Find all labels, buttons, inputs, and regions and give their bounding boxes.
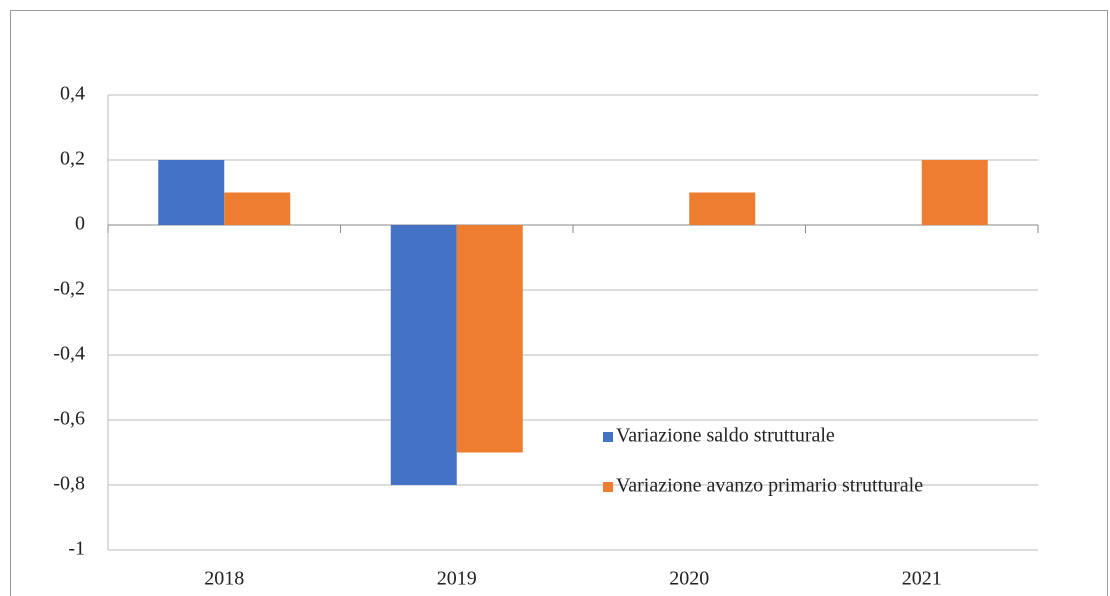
- bar: [689, 192, 756, 225]
- y-tick-label: 0,2: [60, 148, 85, 170]
- bar: [224, 192, 291, 225]
- bar: [456, 225, 523, 453]
- x-tick-label: 2019: [437, 568, 477, 590]
- legend-label: Variazione saldo strutturale: [616, 425, 835, 447]
- legend-swatch: [603, 432, 613, 442]
- y-tick-label: -0,6: [53, 408, 85, 430]
- x-tick-label: 2021: [902, 568, 942, 590]
- bar: [390, 225, 457, 485]
- y-tick-label: -0,8: [53, 473, 85, 495]
- y-tick-label: -0,4: [53, 343, 85, 365]
- y-tick-label: 0,4: [60, 83, 85, 105]
- bar: [158, 160, 225, 225]
- x-tick-label: 2018: [204, 568, 244, 590]
- legend-label: Variazione avanzo primario strutturale: [616, 475, 923, 497]
- x-tick-label: 2020: [669, 568, 709, 590]
- y-tick-label: -0,2: [53, 278, 85, 300]
- bar: [921, 160, 988, 225]
- chart-frame: [10, 10, 1108, 596]
- legend-swatch: [603, 482, 613, 492]
- y-tick-label: 0: [75, 213, 85, 235]
- y-tick-label: -1: [68, 538, 85, 560]
